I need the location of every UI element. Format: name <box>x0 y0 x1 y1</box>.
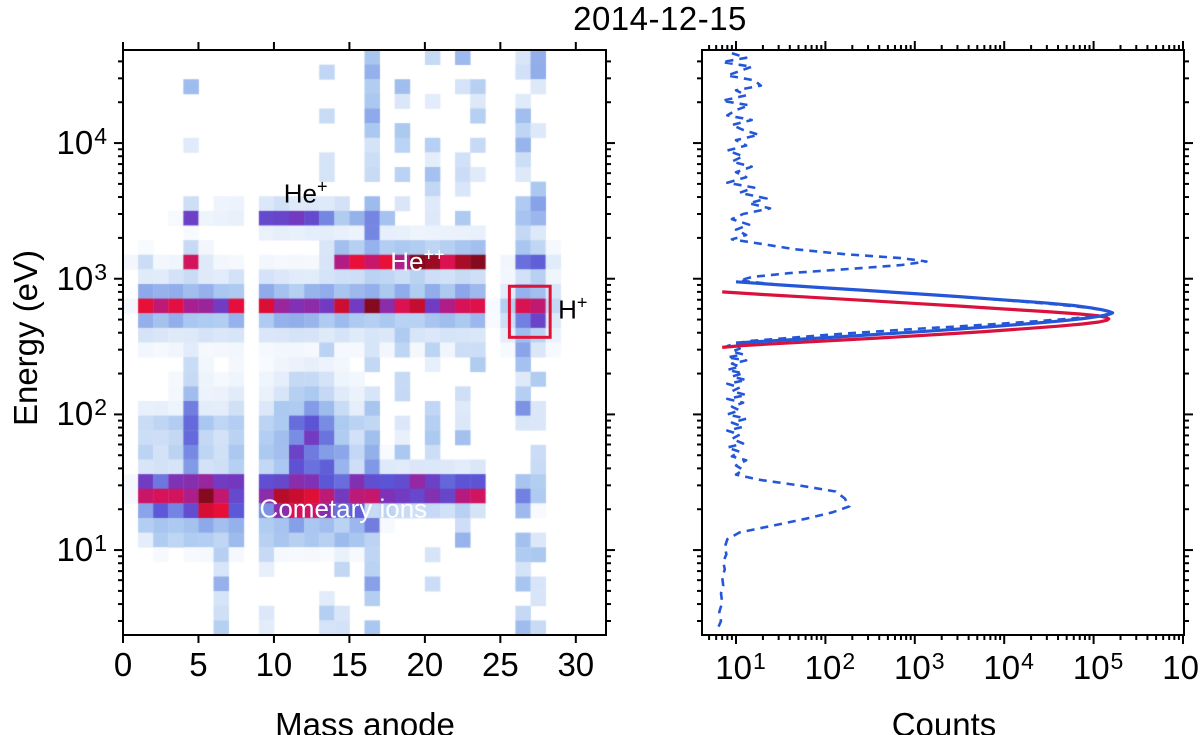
x-tick-label-30: 30 <box>557 646 595 683</box>
x-axis-label-mass-anode: Mass anode <box>275 706 455 735</box>
x-tick-label-10: 10 <box>255 646 293 683</box>
annotation-he-: He++ <box>390 244 445 277</box>
counts-tick-label-1e1: 101 <box>715 648 766 686</box>
y-tick-label-1e1: 101 <box>56 530 107 569</box>
x-tick-label-5: 5 <box>189 646 208 683</box>
right-panel-frame <box>701 49 1185 636</box>
counts-tick-label-1e3: 103 <box>894 648 945 686</box>
y-tick-label-1e2: 102 <box>56 394 107 433</box>
counts-tick-label-1e4: 104 <box>983 648 1034 686</box>
series-fit-red <box>722 290 1111 349</box>
counts-tick-label-1e2: 102 <box>804 648 856 686</box>
x-axis-label-counts: Counts <box>891 706 997 735</box>
y-axis-label-energy: Energy (eV) <box>7 249 44 427</box>
mass-energy-spectrogram <box>123 50 606 635</box>
left-panel-frame <box>122 49 607 636</box>
annotation-cometary-ions: Cometary ions <box>259 493 428 524</box>
x-tick-label-15: 15 <box>331 646 368 683</box>
series-measured-spectrum <box>716 51 1114 630</box>
figure-title: 2014-12-15 <box>573 0 747 37</box>
series-fit-blue <box>735 280 1115 345</box>
counts-tick-label-1e5: 105 <box>1072 648 1124 686</box>
x-tick-label-20: 20 <box>406 646 444 683</box>
annotation-he-: He+ <box>283 176 328 209</box>
proton-highlight-box <box>507 284 552 339</box>
x-tick-label-0: 0 <box>113 646 133 683</box>
y-tick-label-1e3: 103 <box>56 258 107 297</box>
y-tick-label-1e4: 104 <box>56 123 107 162</box>
annotation-h-: H+ <box>558 292 588 325</box>
counts-tick-label-1e6: 106 <box>1162 649 1200 686</box>
x-tick-label-25: 25 <box>481 646 519 683</box>
